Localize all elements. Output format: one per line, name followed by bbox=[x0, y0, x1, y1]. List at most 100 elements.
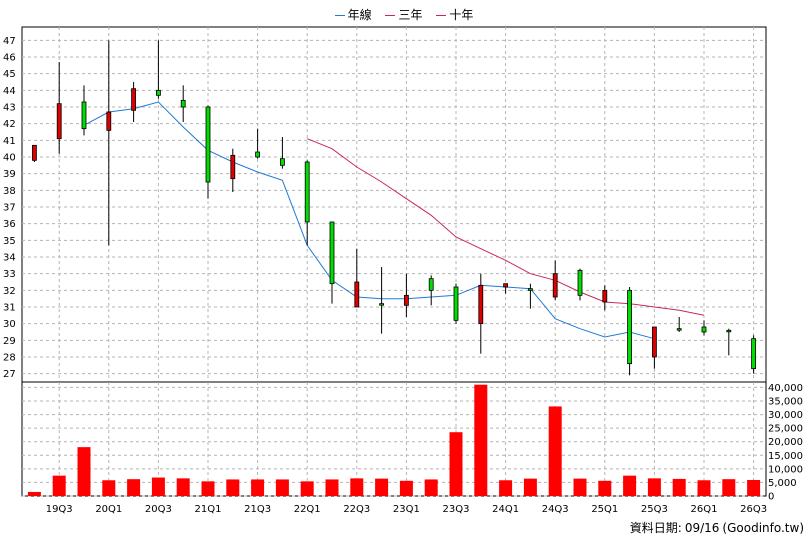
price-tick-label: 35 bbox=[3, 236, 16, 247]
price-tick-label: 40 bbox=[3, 153, 16, 164]
candle-body bbox=[205, 106, 211, 183]
volume-tick-label: 35,000 bbox=[768, 397, 803, 408]
x-tick-label: 26Q3 bbox=[740, 504, 767, 515]
candle-body bbox=[354, 281, 360, 308]
candle-body bbox=[379, 303, 385, 306]
volume-grid bbox=[22, 382, 766, 497]
x-tick-label: 21Q1 bbox=[195, 504, 222, 515]
moving-average-series bbox=[83, 101, 655, 340]
candle-body bbox=[652, 326, 657, 358]
candle-body bbox=[304, 161, 310, 223]
data-date-label: 資料日期: bbox=[629, 521, 682, 535]
price-tick-label: 32 bbox=[3, 286, 16, 297]
volume-bar bbox=[747, 479, 761, 496]
x-tick-label: 20Q3 bbox=[145, 504, 172, 515]
legend: 年線 三年 十年 bbox=[0, 6, 808, 23]
volume-tick-label: 0 bbox=[768, 492, 774, 503]
candle-body bbox=[329, 221, 335, 285]
candle-body bbox=[32, 144, 37, 161]
x-tick-label: 21Q3 bbox=[244, 504, 271, 515]
price-tick-label: 33 bbox=[3, 269, 16, 280]
volume-bar bbox=[623, 475, 637, 496]
price-tick-label: 28 bbox=[3, 353, 16, 364]
candle-body bbox=[255, 151, 261, 158]
candle-body bbox=[751, 338, 756, 370]
candle-body bbox=[279, 158, 285, 166]
volume-tick-label: 5,000 bbox=[768, 478, 797, 489]
price-tick-label: 34 bbox=[3, 253, 16, 264]
candle-body bbox=[726, 329, 732, 333]
volume-bar bbox=[350, 478, 364, 496]
candle-body bbox=[478, 284, 484, 325]
price-grid bbox=[22, 27, 766, 382]
volume-bar bbox=[523, 478, 537, 496]
volume-bar bbox=[300, 481, 314, 496]
price-tick-label: 47 bbox=[3, 36, 16, 47]
volume-bar bbox=[449, 432, 463, 496]
legend-item-annual-line: 年線 bbox=[334, 6, 372, 23]
volume-bar bbox=[52, 475, 66, 496]
candle-body bbox=[155, 89, 161, 96]
price-tick-label: 31 bbox=[3, 303, 16, 314]
candle-body bbox=[56, 103, 62, 140]
volume-bar bbox=[127, 479, 141, 496]
volume-bar bbox=[77, 447, 91, 496]
candle-body bbox=[503, 283, 509, 288]
volume-tick-label: 20,000 bbox=[768, 437, 803, 448]
moving-average-series bbox=[307, 138, 705, 316]
price-tick-label: 27 bbox=[3, 369, 16, 380]
moving-average-lines bbox=[83, 101, 705, 340]
x-tick-label: 23Q3 bbox=[443, 504, 470, 515]
price-tick-label: 42 bbox=[3, 119, 16, 130]
volume-bar bbox=[201, 481, 215, 496]
volume-bar bbox=[375, 478, 389, 496]
price-tick-label: 38 bbox=[3, 186, 16, 197]
candle-body bbox=[701, 326, 707, 333]
candles bbox=[32, 40, 756, 376]
candle-body bbox=[428, 278, 434, 291]
candle-body bbox=[552, 273, 558, 298]
price-panel: 27 28 29 30 31 32 33 34 35 36 37 38 39 40 41 42 43 44 45 46… bbox=[3, 26, 767, 383]
legend-swatch-three-year bbox=[385, 15, 396, 16]
volume-bar bbox=[697, 480, 711, 496]
x-tick-label: 22Q1 bbox=[294, 504, 321, 515]
x-tick-label: 20Q1 bbox=[95, 504, 122, 515]
volume-bar bbox=[548, 406, 562, 496]
volume-bar bbox=[672, 478, 686, 496]
volume-bar bbox=[647, 478, 661, 496]
volume-tick-label: 40,000 bbox=[768, 383, 803, 394]
legend-label: 三年 bbox=[398, 8, 423, 22]
volume-bar bbox=[598, 480, 612, 496]
volume-tick-label: 15,000 bbox=[768, 451, 803, 462]
volume-bar bbox=[251, 479, 265, 496]
candle-body bbox=[180, 99, 186, 108]
price-tick-label: 44 bbox=[3, 86, 16, 97]
volume-y-axis: 0 5,000 10,000 15,000 20,000 25,000 30,000 35,0… bbox=[768, 383, 803, 503]
volume-bar bbox=[722, 479, 736, 496]
price-tick-label: 45 bbox=[3, 69, 16, 80]
price-tick-label: 30 bbox=[3, 319, 16, 330]
candle-body bbox=[453, 286, 459, 321]
candle-body bbox=[528, 288, 533, 291]
candle-body bbox=[627, 289, 632, 365]
volume-bar bbox=[399, 480, 413, 496]
candle-body bbox=[602, 289, 608, 303]
legend-swatch-annual-line bbox=[334, 15, 345, 16]
volume-bar bbox=[226, 479, 240, 496]
legend-swatch-ten-year bbox=[436, 15, 447, 16]
candle-body bbox=[230, 154, 236, 180]
price-y-axis: 27 28 29 30 31 32 33 34 35 36 37 38 39 40 41 42 43 44 45 46… bbox=[3, 36, 16, 380]
x-tick-label: 23Q1 bbox=[393, 504, 420, 515]
price-tick-label: 39 bbox=[3, 169, 16, 180]
volume-tick-label: 25,000 bbox=[768, 424, 803, 435]
price-tick-label: 43 bbox=[3, 103, 16, 114]
data-date-footer: 資料日期: 09/16 (Goodinfo.tw) bbox=[627, 519, 804, 536]
price-tick-label: 46 bbox=[3, 53, 16, 64]
candle-body bbox=[676, 328, 682, 331]
x-tick-label: 26Q1 bbox=[691, 504, 718, 515]
volume-tick-label: 10,000 bbox=[768, 464, 803, 475]
volume-bar bbox=[424, 479, 438, 496]
volume-bar bbox=[275, 479, 289, 496]
price-plot-area bbox=[21, 26, 767, 383]
